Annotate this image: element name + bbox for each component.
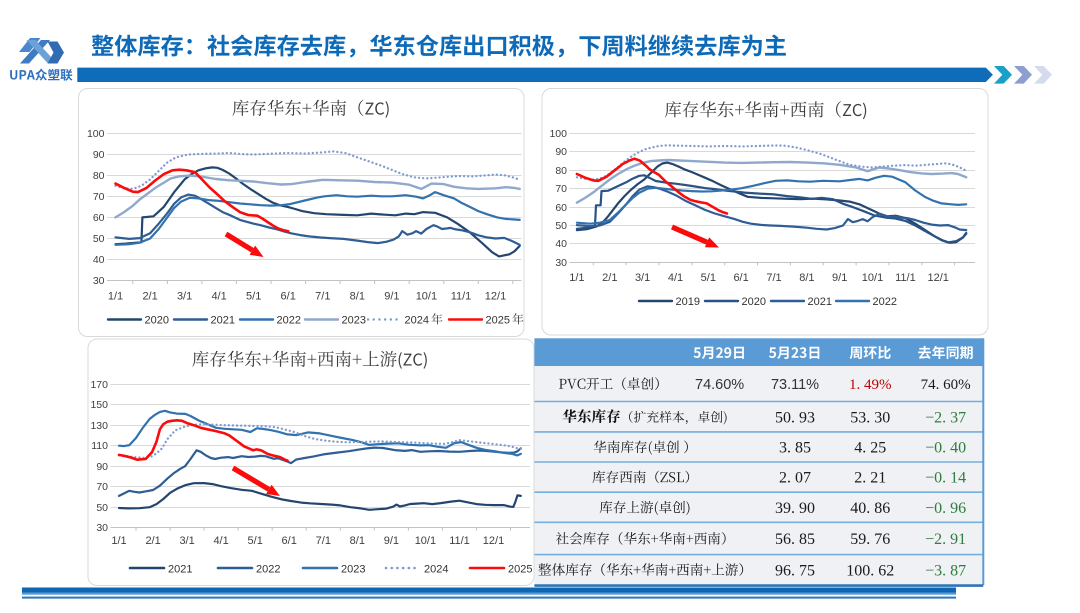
svg-text:6/1: 6/1 bbox=[282, 535, 297, 547]
svg-text:−0. 40: −0. 40 bbox=[925, 440, 966, 457]
svg-text:50. 93: 50. 93 bbox=[775, 409, 815, 426]
svg-text:70: 70 bbox=[555, 183, 567, 195]
svg-text:30: 30 bbox=[96, 522, 108, 534]
svg-text:2020: 2020 bbox=[742, 296, 766, 308]
svg-text:2025: 2025 bbox=[508, 564, 532, 576]
svg-text:−0. 96: −0. 96 bbox=[925, 500, 966, 517]
svg-text:11/1: 11/1 bbox=[895, 272, 916, 284]
svg-text:130: 130 bbox=[90, 420, 108, 432]
svg-text:2019: 2019 bbox=[676, 296, 700, 308]
svg-text:2. 21: 2. 21 bbox=[854, 470, 886, 487]
svg-text:2024: 2024 bbox=[424, 564, 448, 576]
svg-text:73.11%: 73.11% bbox=[771, 377, 819, 393]
svg-text:2022: 2022 bbox=[873, 296, 897, 308]
svg-text:9/1: 9/1 bbox=[384, 535, 399, 547]
svg-text:90: 90 bbox=[93, 149, 105, 161]
svg-text:3/1: 3/1 bbox=[177, 291, 192, 303]
svg-text:39. 90: 39. 90 bbox=[775, 500, 815, 517]
svg-text:12/1: 12/1 bbox=[483, 535, 504, 547]
svg-text:30: 30 bbox=[93, 275, 105, 287]
svg-text:3/1: 3/1 bbox=[179, 535, 194, 547]
svg-text:2024: 2024 bbox=[405, 315, 429, 327]
svg-text:11/1: 11/1 bbox=[449, 535, 470, 547]
svg-text:100. 62: 100. 62 bbox=[846, 562, 894, 579]
svg-text:8/1: 8/1 bbox=[350, 535, 365, 547]
svg-text:4/1: 4/1 bbox=[668, 272, 683, 284]
svg-text:150: 150 bbox=[90, 399, 108, 411]
svg-text:5/1: 5/1 bbox=[701, 272, 716, 284]
svg-text:50: 50 bbox=[93, 233, 105, 245]
svg-text:80: 80 bbox=[93, 170, 105, 182]
svg-text:80: 80 bbox=[555, 165, 567, 177]
svg-text:−2. 37: −2. 37 bbox=[925, 409, 966, 426]
svg-text:12/1: 12/1 bbox=[927, 272, 948, 284]
svg-text:11/1: 11/1 bbox=[451, 291, 472, 303]
svg-text:56. 85: 56. 85 bbox=[775, 531, 815, 548]
svg-text:2021: 2021 bbox=[808, 296, 832, 308]
svg-text:2/1: 2/1 bbox=[145, 535, 160, 547]
svg-text:2022: 2022 bbox=[277, 315, 301, 327]
svg-text:3. 85: 3. 85 bbox=[779, 440, 811, 457]
svg-text:9/1: 9/1 bbox=[832, 272, 847, 284]
svg-text:5/1: 5/1 bbox=[246, 291, 261, 303]
svg-text:−2. 91: −2. 91 bbox=[925, 531, 966, 548]
svg-text:50: 50 bbox=[96, 502, 108, 514]
svg-text:170: 170 bbox=[90, 379, 108, 391]
svg-text:7/1: 7/1 bbox=[316, 535, 331, 547]
svg-text:12/1: 12/1 bbox=[485, 291, 506, 303]
svg-text:40: 40 bbox=[555, 238, 567, 250]
svg-text:−0. 14: −0. 14 bbox=[925, 470, 966, 487]
svg-text:40. 86: 40. 86 bbox=[850, 500, 890, 517]
svg-text:1/1: 1/1 bbox=[569, 272, 584, 284]
svg-text:2/1: 2/1 bbox=[602, 272, 617, 284]
svg-text:4/1: 4/1 bbox=[213, 535, 228, 547]
svg-text:4. 25: 4. 25 bbox=[854, 440, 886, 457]
svg-text:2023: 2023 bbox=[341, 564, 365, 576]
svg-text:110: 110 bbox=[91, 440, 108, 452]
svg-text:8/1: 8/1 bbox=[350, 291, 365, 303]
svg-text:6/1: 6/1 bbox=[281, 291, 296, 303]
svg-text:2025: 2025 bbox=[486, 315, 510, 327]
svg-text:2023: 2023 bbox=[342, 315, 366, 327]
svg-text:60: 60 bbox=[93, 212, 105, 224]
svg-text:100: 100 bbox=[549, 128, 567, 140]
svg-text:90: 90 bbox=[555, 146, 567, 158]
svg-text:40: 40 bbox=[93, 254, 105, 266]
svg-text:53. 30: 53. 30 bbox=[850, 409, 890, 426]
svg-text:50: 50 bbox=[555, 220, 567, 232]
svg-text:7/1: 7/1 bbox=[315, 291, 330, 303]
svg-text:59. 76: 59. 76 bbox=[850, 531, 890, 548]
svg-text:2. 07: 2. 07 bbox=[779, 470, 811, 487]
svg-text:10/1: 10/1 bbox=[415, 535, 436, 547]
svg-text:10/1: 10/1 bbox=[416, 291, 437, 303]
svg-text:9/1: 9/1 bbox=[384, 291, 399, 303]
svg-text:100: 100 bbox=[87, 128, 105, 140]
svg-text:1/1: 1/1 bbox=[108, 291, 123, 303]
svg-text:5/1: 5/1 bbox=[248, 535, 263, 547]
svg-text:96. 75: 96. 75 bbox=[775, 562, 815, 579]
svg-text:1/1: 1/1 bbox=[111, 535, 126, 547]
svg-text:74.60%: 74.60% bbox=[695, 377, 744, 393]
svg-text:2021: 2021 bbox=[168, 564, 192, 576]
svg-text:2022: 2022 bbox=[256, 564, 280, 576]
svg-text:2021: 2021 bbox=[211, 315, 235, 327]
svg-text:10/1: 10/1 bbox=[862, 272, 883, 284]
svg-text:4/1: 4/1 bbox=[211, 291, 226, 303]
svg-text:90: 90 bbox=[96, 461, 108, 473]
svg-text:2020: 2020 bbox=[145, 315, 169, 327]
svg-text:3/1: 3/1 bbox=[635, 272, 650, 284]
svg-text:2/1: 2/1 bbox=[142, 291, 157, 303]
svg-text:1. 49%: 1. 49% bbox=[849, 377, 892, 393]
svg-text:74. 60%: 74. 60% bbox=[921, 377, 971, 393]
svg-text:8/1: 8/1 bbox=[799, 272, 814, 284]
svg-text:30: 30 bbox=[555, 257, 567, 269]
svg-text:70: 70 bbox=[93, 191, 105, 203]
svg-text:7/1: 7/1 bbox=[766, 272, 781, 284]
svg-text:6/1: 6/1 bbox=[733, 272, 748, 284]
svg-text:−3. 87: −3. 87 bbox=[925, 562, 966, 579]
svg-text:60: 60 bbox=[555, 202, 567, 214]
svg-text:70: 70 bbox=[96, 481, 108, 493]
